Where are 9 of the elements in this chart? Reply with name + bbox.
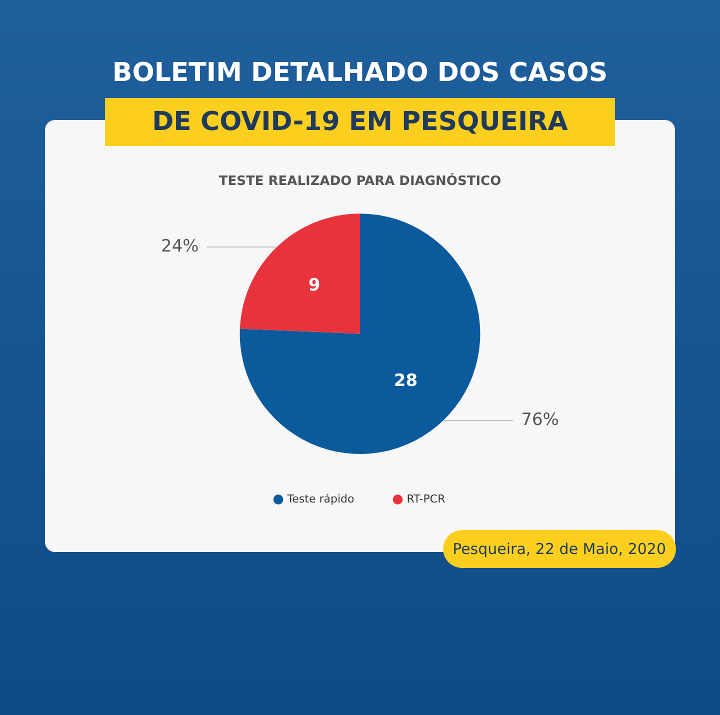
text: Pesqueira, 22 de Maio, 2020 (442, 530, 676, 568)
data-label: 28 (394, 370, 418, 391)
text: 76% (521, 410, 559, 430)
text: 24% (161, 236, 199, 256)
chart-title: BOLETIM DETALHADO DOS CASOS DE COVID-19 EM PESQUEIRA (111, 58, 609, 139)
legend-label: RT-PCR (406, 492, 446, 506)
data-label: 9 (308, 275, 320, 296)
legend-label: Teste rápido (286, 492, 354, 506)
chart-subtitle: TESTE REALIZADO PARA DIAGNÓSTICO (218, 172, 502, 190)
